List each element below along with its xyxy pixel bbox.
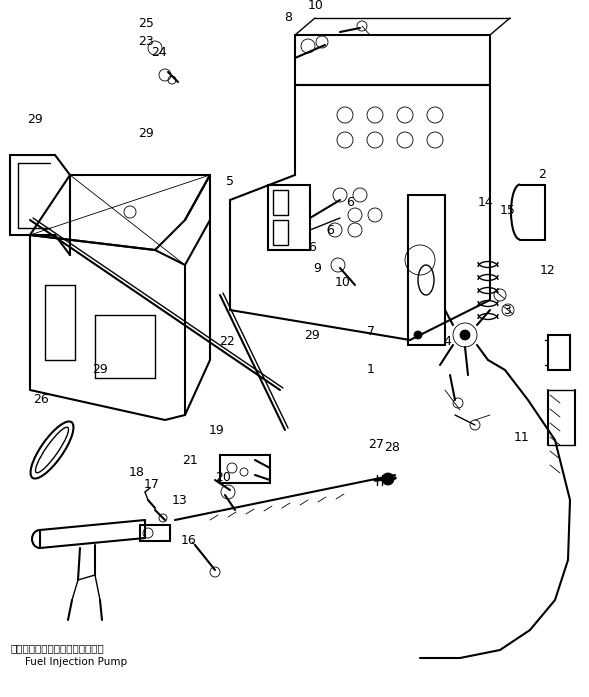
Text: 22: 22 <box>219 335 234 348</box>
Text: 29: 29 <box>138 128 154 140</box>
Text: 14: 14 <box>478 196 494 208</box>
Text: 4: 4 <box>444 335 452 348</box>
Text: 17: 17 <box>144 478 160 491</box>
Text: 7: 7 <box>367 325 375 337</box>
Bar <box>220 455 270 483</box>
Text: 6: 6 <box>326 224 334 236</box>
Text: 3: 3 <box>502 304 511 316</box>
Text: 28: 28 <box>384 441 399 454</box>
Text: 11: 11 <box>514 431 529 444</box>
Bar <box>268 185 310 250</box>
Text: 21: 21 <box>182 454 197 466</box>
Text: 6: 6 <box>308 241 316 254</box>
Text: 23: 23 <box>138 36 154 48</box>
Circle shape <box>460 330 470 340</box>
Bar <box>273 220 288 245</box>
Text: 20: 20 <box>215 471 230 484</box>
Text: フェエルインジェクションポンプ: フェエルインジェクションポンプ <box>11 643 104 653</box>
Text: 6: 6 <box>346 196 355 208</box>
Text: 29: 29 <box>92 363 108 376</box>
Bar <box>548 335 570 370</box>
Text: 10: 10 <box>307 0 323 12</box>
Circle shape <box>414 331 422 339</box>
Text: 29: 29 <box>305 330 320 342</box>
Bar <box>273 190 288 215</box>
Text: 29: 29 <box>28 114 43 126</box>
Bar <box>140 525 170 541</box>
Text: 16: 16 <box>181 534 196 546</box>
Text: 2: 2 <box>538 168 546 181</box>
Text: Fuel Injection Pump: Fuel Injection Pump <box>25 657 127 667</box>
Text: 18: 18 <box>129 466 144 479</box>
Text: 24: 24 <box>151 46 167 59</box>
Text: 8: 8 <box>284 11 293 24</box>
Text: 26: 26 <box>34 393 49 406</box>
Text: 1: 1 <box>367 363 375 376</box>
Text: 12: 12 <box>540 264 555 277</box>
Text: 25: 25 <box>138 17 154 29</box>
Text: 5: 5 <box>226 175 234 187</box>
Text: 19: 19 <box>209 424 224 437</box>
Circle shape <box>382 473 394 485</box>
Text: 13: 13 <box>172 494 187 507</box>
Text: 15: 15 <box>500 204 515 217</box>
Text: 27: 27 <box>368 438 383 451</box>
Text: 10: 10 <box>335 276 350 289</box>
Text: 9: 9 <box>313 262 321 275</box>
